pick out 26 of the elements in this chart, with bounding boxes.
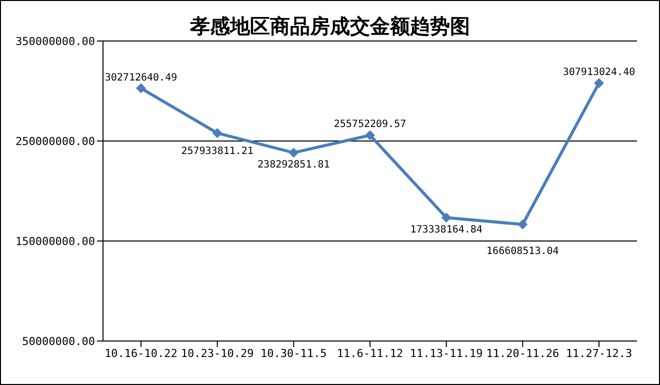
x-tick-label: 10.23-10.29 (180, 346, 254, 360)
data-label: 238292851.81 (258, 160, 330, 171)
point (441, 212, 452, 223)
x-tick-label: 11.20-11.26 (486, 346, 560, 360)
point (518, 219, 528, 230)
y-tick-label: 250000000.00 (16, 134, 95, 148)
data-label: 302712640.49 (104, 72, 178, 84)
x-tick-label: 10.16-10.22 (104, 346, 178, 360)
x-tick-label: 11.27-12.3 (566, 346, 632, 360)
x-tick-label: 11.13-11.19 (410, 346, 483, 360)
data-label: 257933811.21 (181, 146, 254, 157)
x-tick-label: 11.6-11.12 (336, 346, 404, 360)
point (365, 130, 375, 140)
data-label: 166608513.04 (486, 246, 559, 257)
data-label: 307913024.40 (562, 67, 636, 78)
point (212, 128, 222, 138)
point (594, 78, 604, 88)
point (136, 83, 146, 94)
y-tick-label: 150000000.00 (16, 234, 95, 248)
data-label: 255752209.57 (334, 119, 406, 130)
y-tick-label: 50000000.00 (22, 334, 95, 348)
x-tick-label: 10.30-11.5 (260, 346, 327, 360)
chart-title: 孝感地区商品房成交金额趋势图 (190, 14, 470, 38)
y-tick-label: 350000000.00 (16, 34, 95, 48)
data-label: 173338164.84 (410, 224, 482, 236)
point (288, 148, 299, 158)
